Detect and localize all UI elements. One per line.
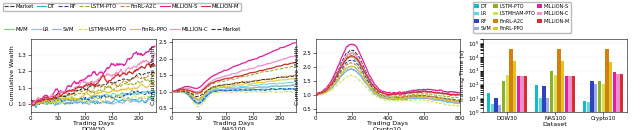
Y-axis label: Cumulative Wealth: Cumulative Wealth xyxy=(295,46,300,105)
Bar xyxy=(506,75,509,130)
Y-axis label: Cumulative Wealth: Cumulative Wealth xyxy=(10,46,15,105)
Bar xyxy=(502,81,505,130)
Bar xyxy=(602,84,605,130)
Legend: MVM, LR, SVM, LSTMHAM-PTO, FinRL-PPO, MILLION-C, Market: MVM, LR, SVM, LSTMHAM-PTO, FinRL-PPO, MI… xyxy=(3,26,243,34)
Bar xyxy=(616,74,620,130)
Bar xyxy=(543,86,546,130)
Bar xyxy=(513,61,516,130)
Bar xyxy=(550,71,553,130)
Bar xyxy=(587,102,590,130)
Bar xyxy=(583,101,586,130)
Bar xyxy=(524,76,527,130)
Bar xyxy=(509,49,513,130)
Bar xyxy=(539,98,542,130)
Y-axis label: Cumulative Wealth: Cumulative Wealth xyxy=(151,46,156,105)
Bar xyxy=(498,105,501,130)
Bar xyxy=(598,81,601,130)
Legend: DT, LR, RF, SVM, LSTM-PTO, LSTMHAM-PTO, FinRL-A2C, FinRL-PPO, MILLION-S, MILLION: DT, LR, RF, SVM, LSTM-PTO, LSTMHAM-PTO, … xyxy=(473,2,572,33)
Bar xyxy=(568,76,572,130)
Bar xyxy=(516,76,520,130)
Bar xyxy=(491,103,494,130)
Bar xyxy=(535,85,538,130)
Bar xyxy=(487,93,490,130)
Bar xyxy=(591,81,594,130)
X-axis label: Dataset: Dataset xyxy=(543,122,568,127)
Y-axis label: Training Time (s): Training Time (s) xyxy=(460,49,465,102)
X-axis label: Trading Days
DOW30: Trading Days DOW30 xyxy=(72,121,114,130)
Bar xyxy=(572,76,575,130)
Bar xyxy=(564,76,568,130)
X-axis label: Trading Days
NAS100: Trading Days NAS100 xyxy=(213,121,255,130)
Bar xyxy=(520,76,524,130)
Bar xyxy=(546,98,549,130)
Bar xyxy=(609,62,612,130)
X-axis label: Trading Days
Crypto10: Trading Days Crypto10 xyxy=(367,121,408,130)
Bar xyxy=(620,74,623,130)
Bar xyxy=(561,61,564,130)
Bar xyxy=(612,72,616,130)
Bar xyxy=(557,49,561,130)
Bar xyxy=(495,98,498,130)
Bar xyxy=(554,75,557,130)
Bar xyxy=(594,84,597,130)
Bar xyxy=(605,49,609,130)
